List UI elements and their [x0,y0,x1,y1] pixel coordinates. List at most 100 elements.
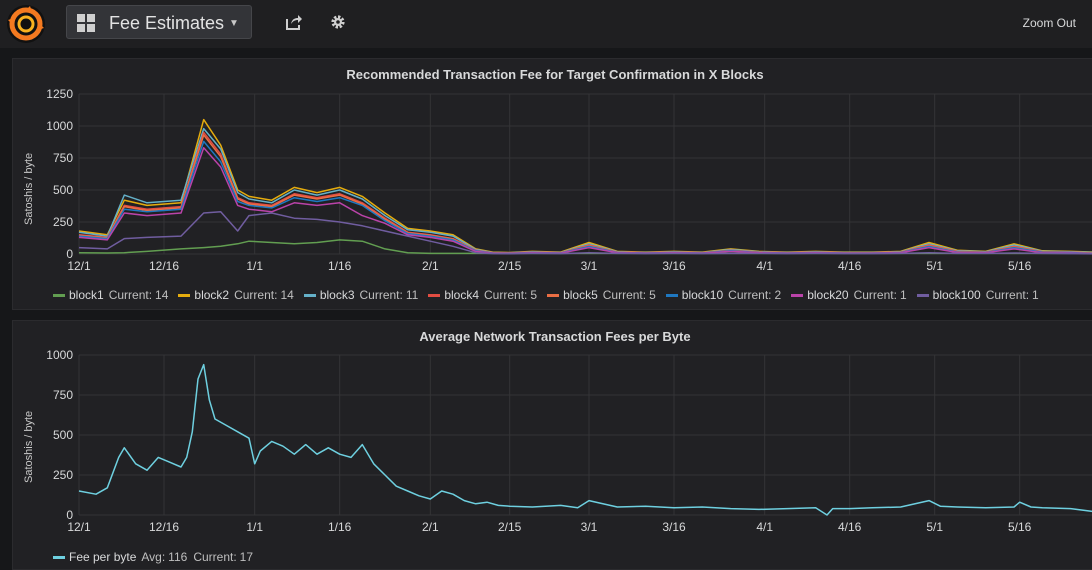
y-tick-label: 0 [66,508,73,522]
legend-series-name: Fee per byte [69,550,137,564]
x-tick-label: 12/1 [67,259,91,273]
x-tick-label: 3/1 [581,520,598,534]
x-tick-label: 12/16 [149,520,179,534]
share-icon[interactable] [285,13,303,31]
series-line-block20 [78,147,1092,255]
legend-swatch [53,293,65,297]
x-tick-label: 12/16 [149,259,179,273]
y-tick-label: 250 [53,215,73,229]
legend-series-name: block4 [444,288,480,302]
legend-swatch [665,293,678,297]
legend-current-value: 2 [774,288,782,302]
legend-series-name: block100 [932,288,981,302]
legend-swatch [178,293,191,297]
x-tick-label: 1/16 [328,259,352,273]
x-tick-label: 4/1 [756,520,773,534]
legend-current-label: Current: [108,288,153,302]
legend-item[interactable]: block4 Current: 5 [428,288,537,302]
x-tick-label: 1/16 [328,520,352,534]
x-tick-label: 3/1 [581,259,598,273]
legend-current-value: 1 [1032,288,1039,302]
x-tick-label: 2/1 [422,259,439,273]
series-line-block5 [78,134,1092,254]
legend-current-label: Current: [234,288,278,302]
panel-title: Average Network Transaction Fees per Byt… [419,329,691,344]
legend-swatch [547,293,560,297]
legend-item[interactable]: block5 Current: 5 [547,288,656,302]
zoom-out-button[interactable]: Zoom Out [1022,16,1076,30]
legend-series-name: block20 [807,288,849,302]
legend-current-label: Current: [602,288,647,302]
dashboard-title: Fee Estimates [109,13,225,33]
legend-series-name: block5 [563,288,598,302]
legend-current-value: 11 [405,288,419,302]
legend-item[interactable]: block2 Current: 14 [178,288,294,302]
legend-current-value: 14 [155,288,169,302]
legend-swatch [916,293,929,297]
legend-swatch [303,293,316,297]
y-tick-label: 250 [53,468,73,482]
y-tick-label: 1000 [46,119,73,133]
legend-current-label: Current: [853,288,897,302]
grafana-logo-icon[interactable] [6,4,46,44]
x-tick-label: 4/1 [756,259,773,273]
legend-avg-value: 116 [168,550,188,564]
y-tick-label: 1250 [46,87,73,101]
legend-current-label: Current: [985,288,1030,302]
legend-swatch [791,293,804,297]
legend-series-name: block2 [194,288,230,302]
legend-item[interactable]: block20 Current: 1 [791,288,907,302]
chart-legend: block1 Current: 14 block2 Current: 14 block3 Cu… [53,288,1049,302]
x-tick-label: 5/1 [926,520,943,534]
gear-icon[interactable] [329,13,347,31]
x-tick-label: 2/1 [422,520,439,534]
panel-title: Recommended Transaction Fee for Target C… [346,67,764,82]
series-line-block4 [78,131,1092,254]
chart-svg: 0 250 500 750 1000 1250 12/1 12/16 1/1 1/16 2/1 2/1… [46,87,1092,273]
y-tick-label: 1000 [46,348,73,362]
x-tick-label: 1/1 [246,520,263,534]
x-tick-label: 3/16 [662,520,686,534]
legend-series-name: block10 [681,288,724,302]
series-line-block100 [78,211,1092,255]
legend-swatch [53,555,65,559]
x-tick-label: 5/16 [1008,520,1032,534]
legend-current-value: 5 [530,288,538,302]
x-tick-label: 4/16 [838,520,862,534]
chart-legend: Fee per byte Avg: 116 Current: 17 [53,550,263,564]
legend-current-label: Current: [193,550,237,564]
dashboard-picker-button[interactable]: Fee Estimates ▼ [66,5,252,39]
y-tick-label: 500 [53,183,73,197]
y-tick-label: 0 [66,247,73,261]
legend-item[interactable]: block3 Current: 11 [303,288,419,302]
x-tick-label: 5/16 [1008,259,1032,273]
chart-svg: 0 250 500 750 1000 12/1 12/16 1/1 1/16 2/1 2/15 3/1… [46,348,1092,534]
average-fee-panel: Average Network Transaction Fees per Byt… [12,320,1092,570]
legend-current-value: 14 [280,288,294,302]
legend-current-label: Current: [359,288,403,302]
series-line-fee-per-byte [78,363,1092,516]
legend-series-name: block1 [69,288,104,302]
legend-current-value: 5 [649,288,656,302]
x-tick-label: 2/15 [498,259,522,273]
legend-current-value: 17 [239,550,254,564]
x-tick-label: 3/16 [662,259,686,273]
x-tick-label: 5/1 [926,259,943,273]
legend-series-name: block3 [319,288,355,302]
legend-item[interactable]: Fee per byte Avg: 116 Current: 17 [53,550,253,564]
y-tick-label: 750 [53,151,73,165]
recommended-fee-panel: Recommended Transaction Fee for Target C… [12,58,1092,310]
x-tick-label: 2/15 [498,520,522,534]
y-tick-label: 750 [53,388,73,402]
legend-item[interactable]: block1 Current: 14 [53,288,168,302]
x-tick-label: 4/16 [838,259,862,273]
legend-current-label: Current: [484,288,528,302]
legend-avg-label: Avg: [141,550,166,564]
legend-swatch [428,293,441,297]
legend-current-label: Current: [728,288,772,302]
y-tick-label: 500 [53,428,73,442]
legend-item[interactable]: block100 Current: 1 [916,288,1039,302]
caret-down-icon: ▼ [229,18,239,29]
dashboard-grid-icon [77,14,95,32]
legend-item[interactable]: block10 Current: 2 [665,288,782,302]
